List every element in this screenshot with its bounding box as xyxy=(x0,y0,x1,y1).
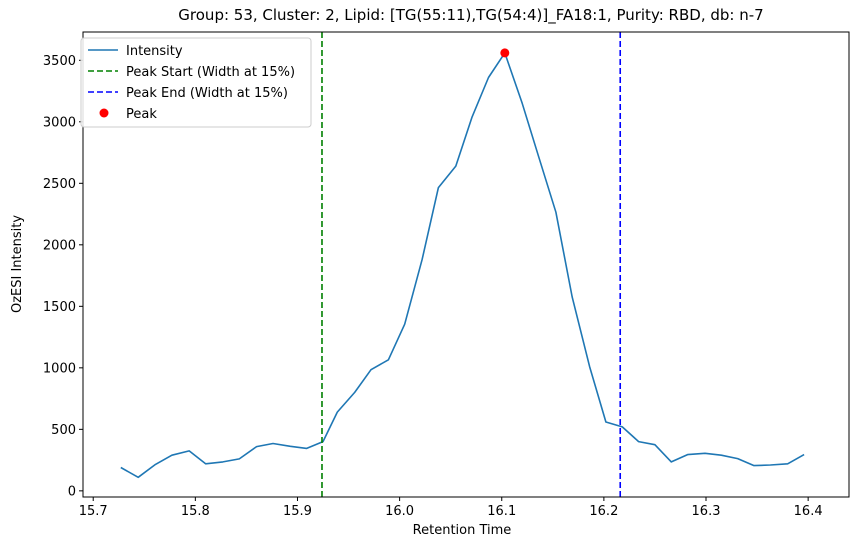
x-tick-label: 15.8 xyxy=(181,504,210,519)
x-tick-label: 15.9 xyxy=(283,504,312,519)
y-tick-label: 2500 xyxy=(43,177,76,192)
y-tick-label: 1000 xyxy=(43,361,76,376)
chart-title: Group: 53, Cluster: 2, Lipid: [TG(55:11)… xyxy=(178,6,763,25)
x-tick-label: 16.1 xyxy=(487,504,516,519)
plot-frame xyxy=(82,31,850,498)
legend-label: Peak Start (Width at 15%) xyxy=(126,65,295,80)
intensity-line xyxy=(120,52,805,479)
legend-label: Intensity xyxy=(126,44,183,59)
x-tick-label: 16.2 xyxy=(589,504,618,519)
y-tick-label: 2000 xyxy=(43,238,76,253)
y-tick-label: 500 xyxy=(51,423,76,438)
x-tick-label: 16.0 xyxy=(385,504,414,519)
legend-box xyxy=(80,37,312,128)
y-tick-label: 0 xyxy=(68,484,76,499)
x-tick-label: 15.7 xyxy=(79,504,108,519)
x-tick-label: 16.4 xyxy=(794,504,823,519)
x-axis-label: Retention Time xyxy=(413,523,512,538)
legend-label: Peak End (Width at 15%) xyxy=(126,86,288,101)
x-tick-label: 16.3 xyxy=(692,504,721,519)
peak-marker xyxy=(500,48,510,58)
y-tick-label: 3000 xyxy=(43,115,76,130)
legend-marker xyxy=(99,108,109,118)
legend-label: Peak xyxy=(126,107,157,122)
legend: Intensity Peak Start (Width at 15%) Peak E… xyxy=(80,37,312,128)
y-axis-label: OzESI Intensity xyxy=(10,215,25,313)
y-tick-label: 1500 xyxy=(43,300,76,315)
y-tick-label: 3500 xyxy=(43,54,76,69)
